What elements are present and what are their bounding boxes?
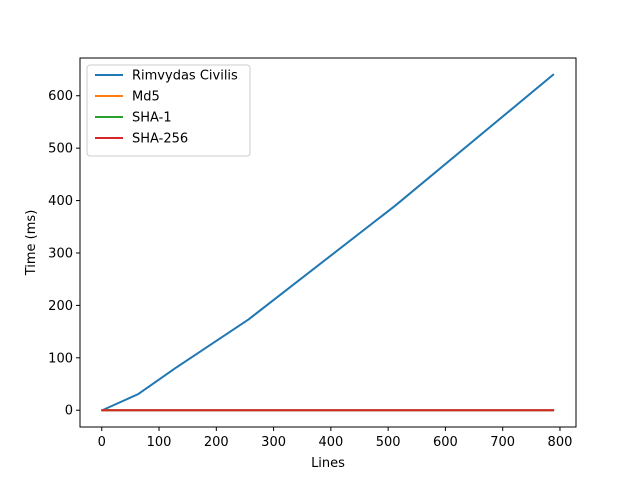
legend-label: SHA-1 [132, 111, 172, 126]
x-tick-label: 800 [548, 435, 573, 450]
legend-box [86, 64, 251, 157]
x-tick-label: 200 [204, 435, 229, 450]
x-tick-label: 0 [98, 435, 106, 450]
y-axis-label: Time (ms) [24, 210, 39, 277]
x-tick-label: 600 [433, 435, 458, 450]
y-axis: 0 100 200 300 400 500 600 [48, 89, 80, 419]
x-tick-label: 500 [376, 435, 401, 450]
plot-frame [79, 57, 577, 428]
x-tick-label: 100 [147, 435, 172, 450]
y-tick-label: 300 [48, 246, 73, 261]
legend-label: Rimvydas Civilis [132, 69, 238, 84]
series-layer [101, 73, 555, 412]
y-tick-label: 200 [48, 299, 73, 314]
x-tick-label: 300 [261, 435, 286, 450]
y-tick-label: 100 [48, 351, 73, 366]
series-line-rimvydas-civilis [101, 73, 555, 412]
legend-label: Md5 [132, 90, 160, 105]
x-tick-label: 700 [490, 435, 515, 450]
y-tick-label: 500 [48, 142, 73, 157]
legend-label: SHA-256 [132, 132, 188, 147]
x-axis: 0 100 200 300 400 500 600 700 800 [98, 427, 573, 450]
x-axis-label: Lines [311, 456, 345, 471]
y-tick-label: 0 [65, 404, 73, 419]
legend: Rimvydas Civilis Md5 SHA-1 SHA-256 [86, 64, 251, 157]
y-tick-label: 400 [48, 194, 73, 209]
y-tick-label: 600 [48, 89, 73, 104]
x-tick-label: 400 [318, 435, 343, 450]
